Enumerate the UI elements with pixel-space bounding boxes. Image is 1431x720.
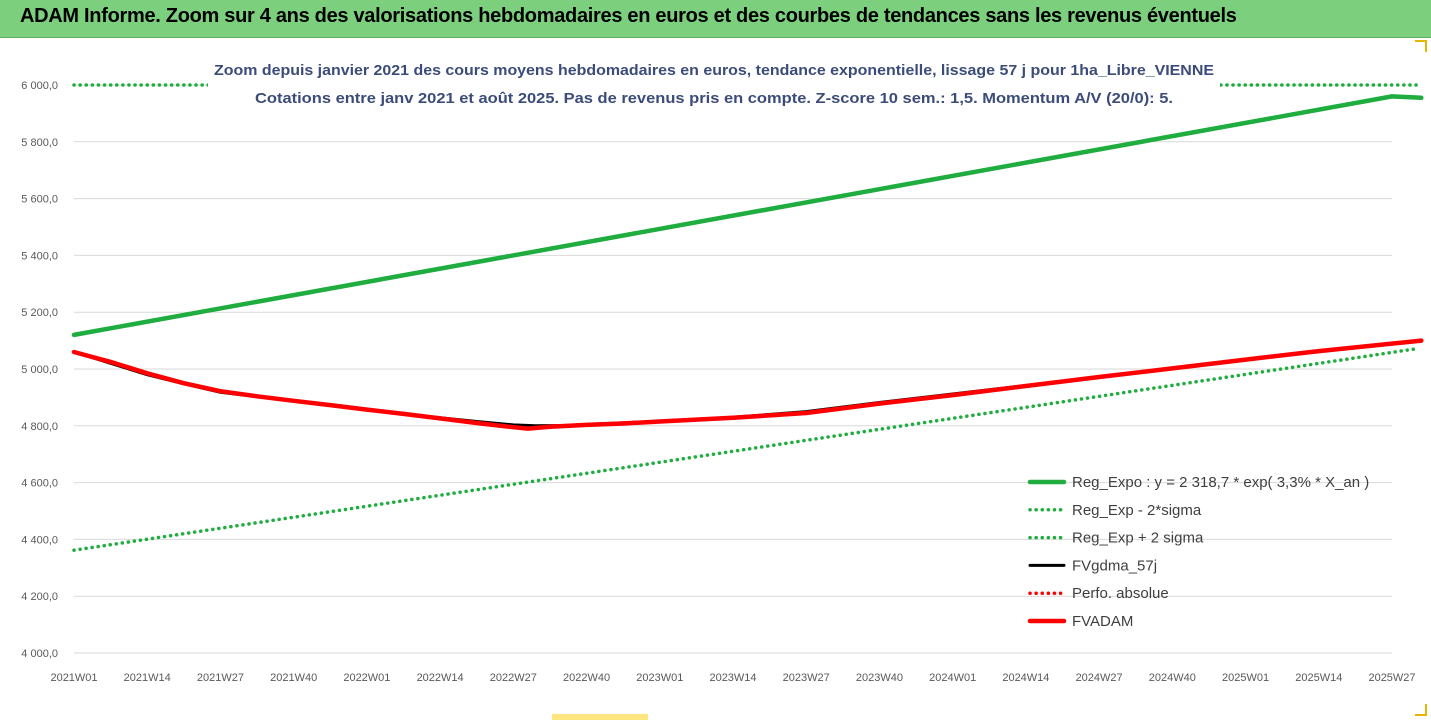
series-line [72,339,1423,428]
legend-label: Reg_Expo : y = 2 318,7 * exp( 3,3% * X_a… [1072,474,1369,491]
series-line [72,347,1416,552]
x-tick-label: 2021W40 [270,672,317,684]
x-tick-label: 2022W40 [563,672,610,684]
valuation-chart: 4 000,0 4 200,0 4 400,0 4 600,0 4 800,0 5 000… [21,54,1424,684]
legend-label: FVADAM [1072,613,1133,630]
y-tick-label: 5 400,0 [21,250,58,262]
x-tick-label: 2025W27 [1368,672,1415,684]
legend-label: Reg_Exp + 2 sigma [1072,530,1204,547]
x-tick-label: 2023W01 [636,672,683,684]
y-tick-label: 4 400,0 [21,534,58,546]
y-tick-label: 5 600,0 [21,194,58,206]
report-banner: ADAM Informe. Zoom sur 4 ans des valoris… [0,0,1431,38]
x-tick-label: 2022W27 [490,672,537,684]
frame-corner-bottom-right [1415,704,1427,716]
y-tick-label: 4 800,0 [21,421,58,433]
frame-corner-top-right [1415,40,1427,52]
legend-label: FVgdma_57j [1072,557,1157,574]
chart-title-box: Zoom depuis janvier 2021 des cours moyen… [208,54,1220,112]
series-line [71,94,1424,338]
x-axis-ticks: 2021W01 2021W14 2021W27 2021W40 2022W01 2022W… [50,672,1415,684]
y-tick-label: 4 000,0 [21,648,58,660]
sheet-tab-marker [552,714,648,720]
x-tick-label: 2022W01 [343,672,390,684]
x-tick-label: 2021W27 [197,672,244,684]
chart-title-line2: Cotations entre janv 2021 et août 2025. … [255,90,1173,107]
y-tick-label: 6 000,0 [21,80,58,92]
x-tick-label: 2021W14 [124,672,171,684]
x-tick-label: 2024W14 [1002,672,1049,684]
x-tick-label: 2023W14 [709,672,756,684]
x-tick-label: 2022W14 [417,672,464,684]
x-tick-label: 2023W40 [856,672,903,684]
legend-label: Reg_Exp - 2*sigma [1072,502,1202,519]
series-line [71,338,1424,431]
y-tick-label: 5 800,0 [21,137,58,149]
legend-label: Perfo. absolue [1072,585,1169,602]
x-tick-label: 2025W01 [1222,672,1269,684]
x-tick-label: 2024W27 [1076,672,1123,684]
y-tick-label: 5 200,0 [21,307,58,319]
y-tick-label: 4 600,0 [21,478,58,490]
x-tick-label: 2023W27 [783,672,830,684]
report-title: ADAM Informe. Zoom sur 4 ans des valoris… [20,5,1237,27]
x-tick-label: 2024W01 [929,672,976,684]
y-axis-ticks: 4 000,0 4 200,0 4 400,0 4 600,0 4 800,0 5 000… [21,80,58,660]
x-tick-label: 2021W01 [50,672,97,684]
x-tick-label: 2025W14 [1295,672,1342,684]
x-tick-label: 2024W40 [1149,672,1196,684]
y-tick-label: 4 200,0 [21,591,58,603]
chart-legend: Reg_Expo : y = 2 318,7 * exp( 3,3% * X_a… [1027,474,1369,630]
y-tick-label: 5 000,0 [21,364,58,376]
chart-title-line1: Zoom depuis janvier 2021 des cours moyen… [214,62,1214,79]
gridlines [74,84,1392,654]
